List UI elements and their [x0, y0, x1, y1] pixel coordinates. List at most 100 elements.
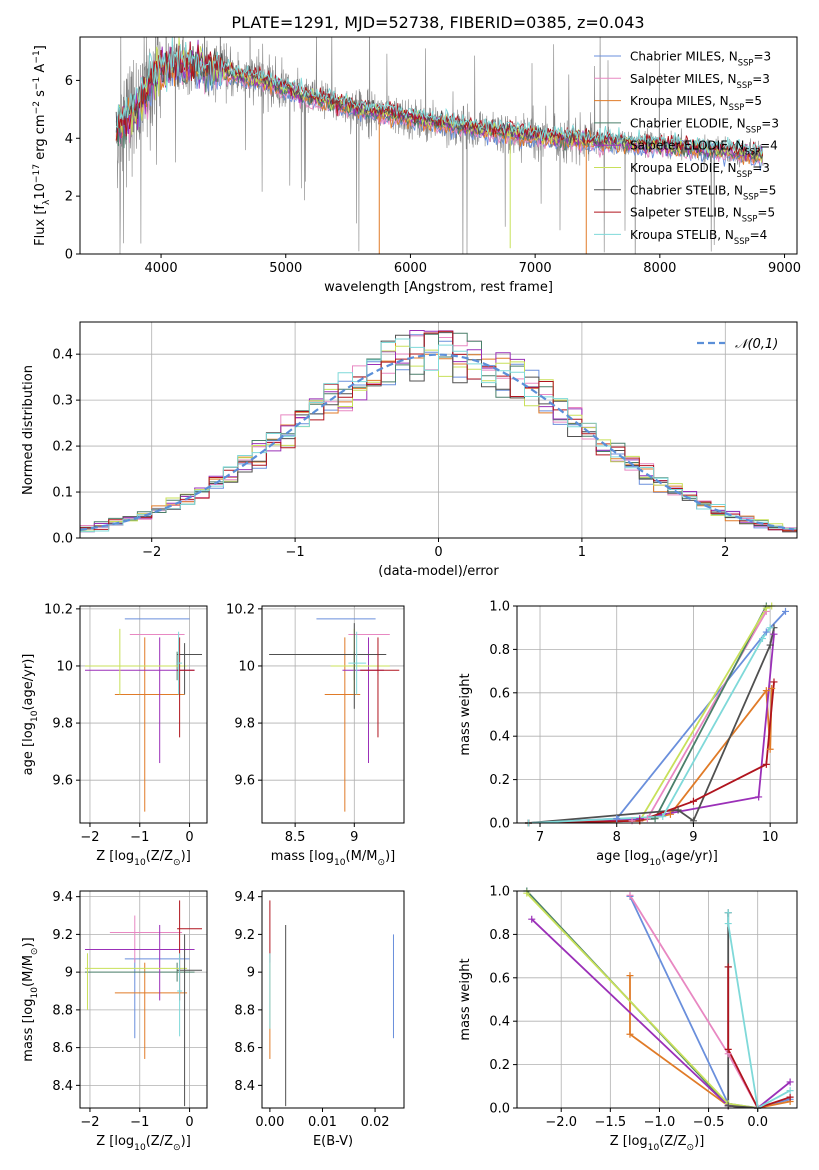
x-tick-label: 4000: [145, 261, 178, 276]
mass-weight-line: [528, 610, 768, 823]
figure-title: PLATE=1291, MJD=52738, FIBERID=0385, z=0…: [231, 13, 644, 32]
axes-frame: [79, 605, 208, 824]
y-tick-label: 9.4: [234, 890, 255, 905]
normal-curve: [80, 353, 795, 531]
y-tick-label: 0.6: [489, 686, 510, 701]
x-tick-label: −1.0: [644, 1115, 676, 1130]
y-tick-label: 0.2: [489, 773, 510, 788]
y-tick-label: 9: [247, 966, 255, 981]
mass-weight-marker: [724, 920, 732, 928]
mass-weight-line: [727, 912, 791, 1108]
x-tick-label: 8.5: [285, 830, 306, 845]
x-tick-label: −1: [286, 545, 305, 560]
spectrum-model-line: [115, 37, 764, 155]
x-tick-label: 0.01: [308, 1115, 337, 1130]
mass-weight-marker: [724, 1045, 732, 1053]
y-tick-label: 8.8: [234, 1003, 255, 1018]
mass-weight-line: [629, 894, 759, 1108]
legend-label: Salpeter MILES, NSSP=3: [630, 72, 770, 90]
y-axis-label: Flux [fλ10−17 erg cm−2 s−1 A−1]: [32, 45, 52, 246]
y-tick-label: 0.0: [489, 817, 510, 832]
y-tick-label: 10.2: [226, 602, 255, 617]
y-tick-label: 9.6: [52, 774, 73, 789]
y-tick-label: 1.0: [489, 885, 510, 900]
x-tick-label: 10: [762, 830, 779, 845]
y-tick-label: 0.2: [52, 440, 73, 455]
spectrum-panel: Chabrier MILES, NSSP=3 Salpeter MILES, NS…: [32, 36, 801, 295]
x-tick-label: 7000: [519, 261, 552, 276]
mass-weight-marker: [786, 1087, 794, 1095]
mass-weight-marker: [724, 963, 732, 971]
mass-weight-marker: [786, 1093, 794, 1101]
x-tick-label: 5000: [269, 261, 302, 276]
mass-weight-vs-Z-panel: −2.0 −1.5 −1.0 −0.5 0.0 0.0 0.2 0.4 0.6 0.8 1.0 Z […: [458, 885, 798, 1153]
x-tick-label: 0: [185, 1115, 193, 1130]
spectrum-model-line: [115, 41, 764, 157]
residuals-panel: 𝒩(0,1) −2 −1 0 1 2 0.0 0.1 0.2 0.3 0.4 (data-model)…: [21, 321, 798, 579]
mass-weight-line: [528, 606, 773, 823]
x-axis-label: (data-model)/error: [378, 564, 499, 579]
legend-label: Chabrier MILES, NSSP=3: [630, 50, 771, 68]
x-tick-label: 8000: [643, 261, 676, 276]
mass-weight-marker: [762, 687, 770, 695]
axes-frame: [516, 890, 798, 1109]
mass-weight-line: [629, 896, 791, 1108]
mass-weight-marker: [659, 812, 667, 820]
x-tick-label: 1: [578, 545, 586, 560]
y-tick-label: 0.2: [489, 1058, 510, 1073]
mass-weight-marker: [613, 815, 621, 823]
y-axis-label: mass weight: [458, 673, 473, 755]
x-tick-label: −1: [130, 830, 149, 845]
y-tick-label: 0.3: [52, 394, 73, 409]
y-axis-label: mass weight: [458, 958, 473, 1040]
y-tick-label: 10: [56, 659, 73, 674]
x-tick-label: 0.00: [255, 1115, 284, 1130]
mass-weight-marker: [766, 745, 774, 753]
x-tick-label: 0.0: [747, 1115, 768, 1130]
y-axis-label: Normed distribution: [21, 365, 36, 495]
x-axis-label: Z [log10(Z/Z⊙)]: [610, 1134, 705, 1153]
mass-weight-line: [528, 606, 768, 823]
mass-weight-marker: [770, 630, 778, 638]
y-tick-label: 0.4: [489, 1015, 510, 1030]
mass-weight-marker: [786, 1078, 794, 1086]
y-tick-label: 0.6: [489, 971, 510, 986]
legend-label: Chabrier STELIB, NSSP=5: [630, 183, 776, 201]
y-tick-label: 9.2: [234, 928, 255, 943]
y-tick-label: 8.8: [52, 1003, 73, 1018]
mass-weight-marker: [724, 909, 732, 917]
x-tick-label: 0: [185, 830, 193, 845]
y-tick-label: 4: [65, 132, 73, 147]
y-tick-label: 8.4: [234, 1079, 255, 1094]
legend-label: Kroupa STELIB, NSSP=4: [630, 228, 767, 246]
mass-weight-marker: [626, 972, 634, 980]
y-tick-label: 8.6: [234, 1041, 255, 1056]
x-tick-label: −2: [142, 545, 161, 560]
y-tick-label: 0.8: [489, 928, 510, 943]
y-tick-label: 8.4: [52, 1079, 73, 1094]
histogram-step: [80, 338, 797, 534]
mass-weight-marker: [626, 1030, 634, 1038]
x-tick-label: −2.0: [545, 1115, 577, 1130]
y-tick-label: 9.6: [234, 774, 255, 789]
y-tick-label: 2: [65, 190, 73, 205]
mass-vs-ebv-panel: 0.00 0.01 0.02 8.4 8.6 8.8 9 9.2 9.4 E(B-V): [234, 890, 405, 1149]
x-tick-label: −2: [80, 1115, 99, 1130]
x-tick-label: −0.5: [693, 1115, 725, 1130]
mass-weight-marker: [770, 678, 778, 686]
legend-label: Chabrier ELODIE, NSSP=3: [630, 116, 779, 134]
mass-weight-marker: [528, 915, 536, 923]
y-tick-label: 8.6: [52, 1041, 73, 1056]
age-vs-mass-panel: 8.5 9 9.6 9.8 10 10.2 mass [log10(M/M⊙)]: [226, 602, 405, 868]
y-tick-label: 0.0: [52, 532, 73, 547]
y-axis-label: mass [log10(M/M⊙)]: [21, 937, 40, 1061]
x-axis-label: wavelength [Angstrom, rest frame]: [324, 280, 553, 295]
x-tick-label: 6000: [394, 261, 427, 276]
mass-weight-marker: [755, 793, 763, 801]
y-tick-label: 9.4: [52, 890, 73, 905]
y-tick-label: 0.4: [489, 730, 510, 745]
y-tick-label: 9.2: [52, 928, 73, 943]
x-tick-label: −2: [80, 830, 99, 845]
mass-weight-marker: [766, 624, 774, 632]
